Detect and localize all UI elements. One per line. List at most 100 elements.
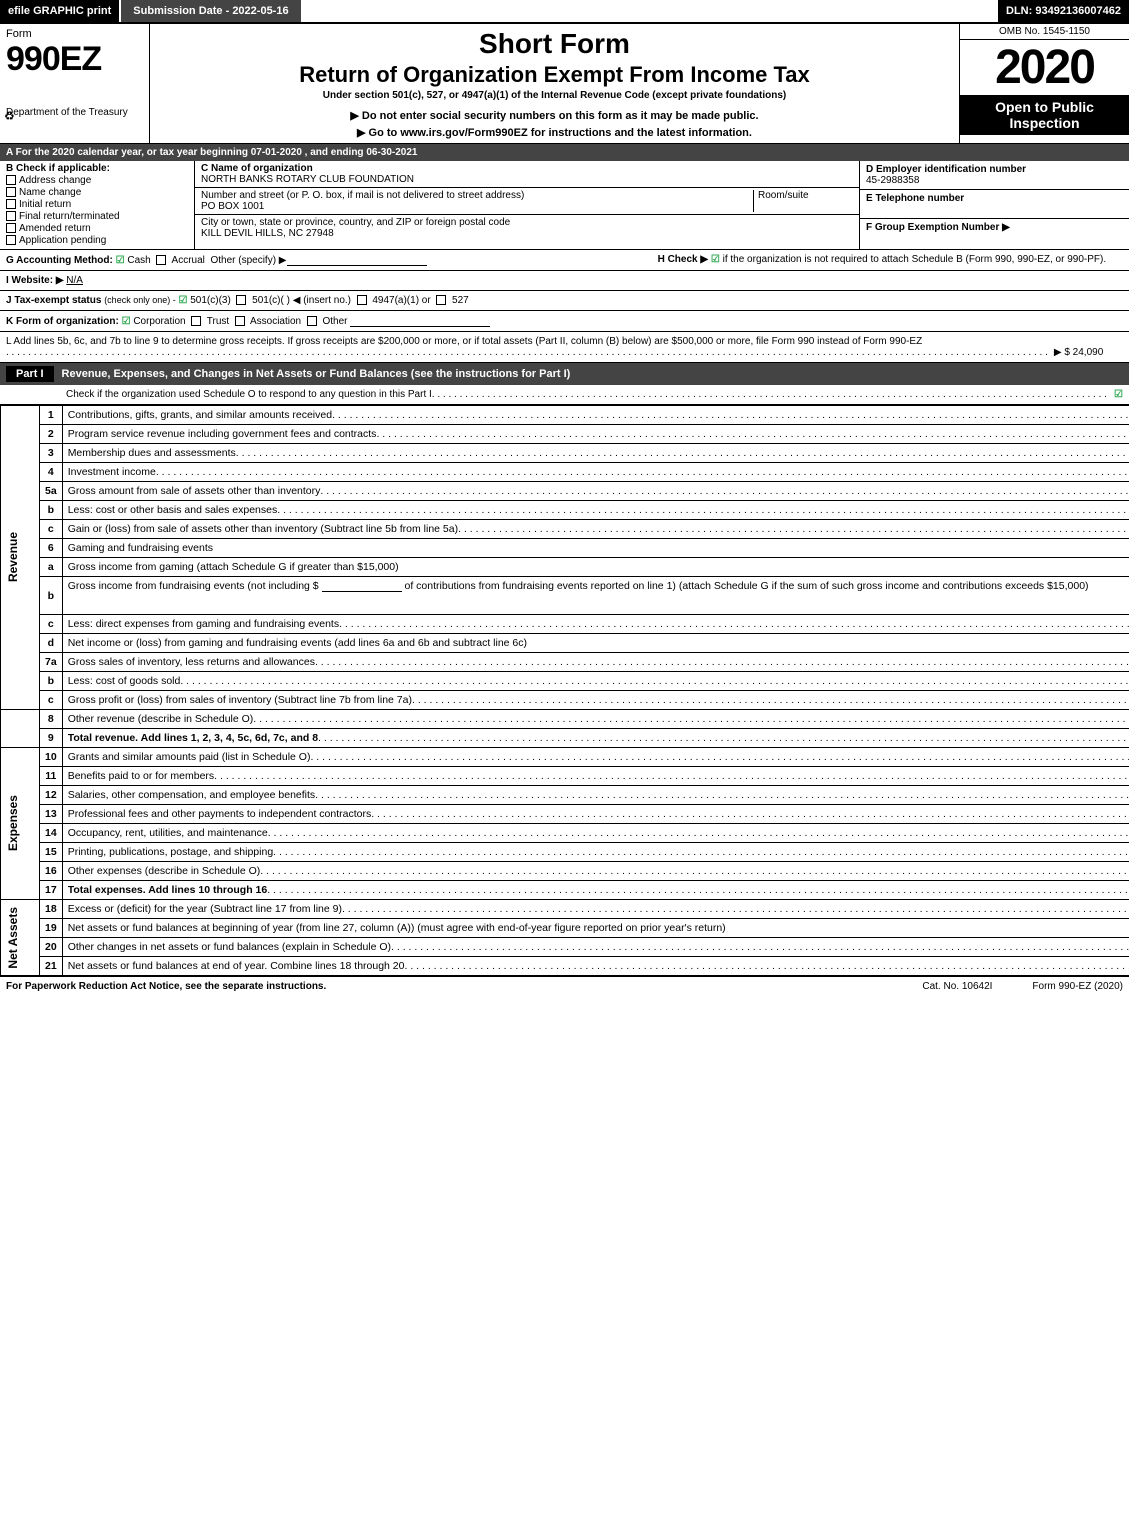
goto-link[interactable]: ▶ Go to www.irs.gov/Form990EZ for instru… (160, 126, 949, 139)
dots-icon (342, 903, 1129, 915)
table-row: 16 Other expenses (describe in Schedule … (1, 862, 1129, 881)
dots-icon (391, 941, 1129, 953)
address-label: Number and street (or P. O. box, if mail… (201, 190, 753, 201)
d-ein-label: D Employer identification number (866, 164, 1123, 175)
line-6b-amount-input[interactable] (322, 580, 402, 592)
org-name: NORTH BANKS ROTARY CLUB FOUNDATION (201, 174, 853, 185)
line-5c-desc: Gain or (loss) from sale of assets other… (68, 523, 458, 535)
g-accrual-checkbox[interactable] (156, 255, 166, 265)
line-6-num: 6 (40, 539, 63, 558)
dots-icon (214, 770, 1129, 782)
line-14-desc: Occupancy, rent, utilities, and maintena… (68, 827, 268, 839)
g-accounting-label: G Accounting Method: (6, 255, 113, 266)
form-code-990ez: 990EZ (6, 40, 143, 79)
k-other-checkbox[interactable] (307, 316, 317, 326)
recycle-icon: ♻ (4, 109, 15, 123)
table-row: b Gross income from fundraising events (… (1, 577, 1129, 596)
check-address-change[interactable]: Address change (6, 175, 188, 186)
k-corp-checked-icon: ☑ (122, 316, 131, 327)
dots-icon (273, 846, 1129, 858)
table-row: b Less: cost or other basis and sales ex… (1, 501, 1129, 520)
submission-date: Submission Date - 2022-05-16 (119, 0, 300, 22)
expenses-section-label: Expenses (1, 748, 40, 900)
line-7b-num: b (40, 672, 63, 691)
k-trust-checkbox[interactable] (191, 316, 201, 326)
dots-icon (310, 751, 1129, 763)
l-text: L Add lines 5b, 6c, and 7b to line 9 to … (6, 336, 922, 347)
table-row: 20 Other changes in net assets or fund b… (1, 938, 1129, 957)
k-corp: Corporation (133, 316, 185, 327)
check-address-change-label: Address change (19, 175, 91, 186)
b-check-label: B Check if applicable: (6, 163, 188, 174)
org-city: KILL DEVIL HILLS, NC 27948 (201, 228, 853, 239)
dln-number: DLN: 93492136007462 (998, 0, 1129, 22)
h-text: if the organization is not required to a… (723, 254, 1107, 265)
j-527-checkbox[interactable] (436, 295, 446, 305)
check-amended-return[interactable]: Amended return (6, 223, 188, 234)
table-row: b Less: cost of goods sold 7b 0 (1, 672, 1129, 691)
ssn-warning: ▶ Do not enter social security numbers o… (160, 109, 949, 122)
efile-graphic-print[interactable]: efile GRAPHIC print (0, 0, 119, 22)
revenue-section-label: Revenue (1, 406, 40, 710)
section-b-block: B Check if applicable: Address change Na… (0, 161, 1129, 250)
table-row: 9 Total revenue. Add lines 1, 2, 3, 4, 5… (1, 729, 1129, 748)
dots-icon (236, 447, 1129, 459)
dept-treasury: Department of the Treasury (6, 107, 143, 118)
dots-icon (180, 675, 1129, 687)
dots-icon (6, 347, 1048, 358)
dots-icon (315, 789, 1129, 801)
table-row: Revenue 1 Contributions, gifts, grants, … (1, 406, 1129, 425)
k-other-input-line[interactable] (350, 315, 490, 327)
line-9-desc: Total revenue. Add lines 1, 2, 3, 4, 5c,… (68, 732, 318, 744)
line-6b-desc-2: of contributions from fundraising events… (405, 580, 1089, 592)
g-cash: Cash (127, 255, 150, 266)
j-4947-checkbox[interactable] (357, 295, 367, 305)
g-other-input-line[interactable] (287, 254, 427, 266)
check-initial-return[interactable]: Initial return (6, 199, 188, 210)
line-1-desc: Contributions, gifts, grants, and simila… (68, 409, 332, 421)
table-row: c Gross profit or (loss) from sales of i… (1, 691, 1129, 710)
line-15-num: 15 (40, 843, 63, 862)
line-13-desc: Professional fees and other payments to … (68, 808, 372, 820)
omb-number: OMB No. 1545-1150 (960, 24, 1129, 40)
dots-icon (339, 618, 1129, 630)
line-19-num: 19 (40, 919, 63, 938)
check-final-return[interactable]: Final return/terminated (6, 211, 188, 222)
dots-icon (320, 485, 1129, 497)
line-12-num: 12 (40, 786, 63, 805)
revenue-section-cont (1, 710, 40, 748)
k-assoc-checkbox[interactable] (235, 316, 245, 326)
l-value: ▶ $ 24,090 (1054, 347, 1103, 358)
footer-form-id: Form 990-EZ (2020) (1032, 981, 1123, 992)
footer-cat-no: Cat. No. 10642I (922, 981, 992, 992)
line-j-tax-exempt: J Tax-exempt status (check only one) - ☑… (0, 291, 1129, 311)
line-21-num: 21 (40, 957, 63, 976)
j-501c3-checked-icon: ☑ (179, 295, 188, 306)
line-7c-desc: Gross profit or (loss) from sales of inv… (68, 694, 412, 706)
line-9-num: 9 (40, 729, 63, 748)
return-title: Return of Organization Exempt From Incom… (160, 62, 949, 88)
efile-top-bar: efile GRAPHIC print Submission Date - 20… (0, 0, 1129, 24)
line-17-desc: Total expenses. Add lines 10 through 16 (68, 884, 268, 896)
table-row: 19 Net assets or fund balances at beginn… (1, 919, 1129, 938)
k-trust: Trust (207, 316, 229, 327)
line-18-num: 18 (40, 900, 63, 919)
netassets-section-label: Net Assets (1, 900, 40, 976)
line-6c-desc: Less: direct expenses from gaming and fu… (68, 618, 339, 630)
check-application-pending[interactable]: Application pending (6, 235, 188, 246)
table-row: 8 Other revenue (describe in Schedule O)… (1, 710, 1129, 729)
check-name-change[interactable]: Name change (6, 187, 188, 198)
table-row: 17 Total expenses. Add lines 10 through … (1, 881, 1129, 900)
dots-icon (315, 656, 1129, 668)
j-501c-checkbox[interactable] (236, 295, 246, 305)
room-suite-label: Room/suite (758, 190, 853, 201)
table-row: 13 Professional fees and other payments … (1, 805, 1129, 824)
line-5a-desc: Gross amount from sale of assets other t… (68, 485, 321, 497)
table-row: 6b 13,161 (1, 596, 1129, 615)
dots-icon (253, 713, 1129, 725)
part-1-label: Part I (6, 366, 54, 382)
line-7c-num: c (40, 691, 63, 710)
table-row: 15 Printing, publications, postage, and … (1, 843, 1129, 862)
k-label: K Form of organization: (6, 316, 119, 327)
form-id-block: Form 990EZ ♻ Department of the Treasury (0, 24, 150, 143)
